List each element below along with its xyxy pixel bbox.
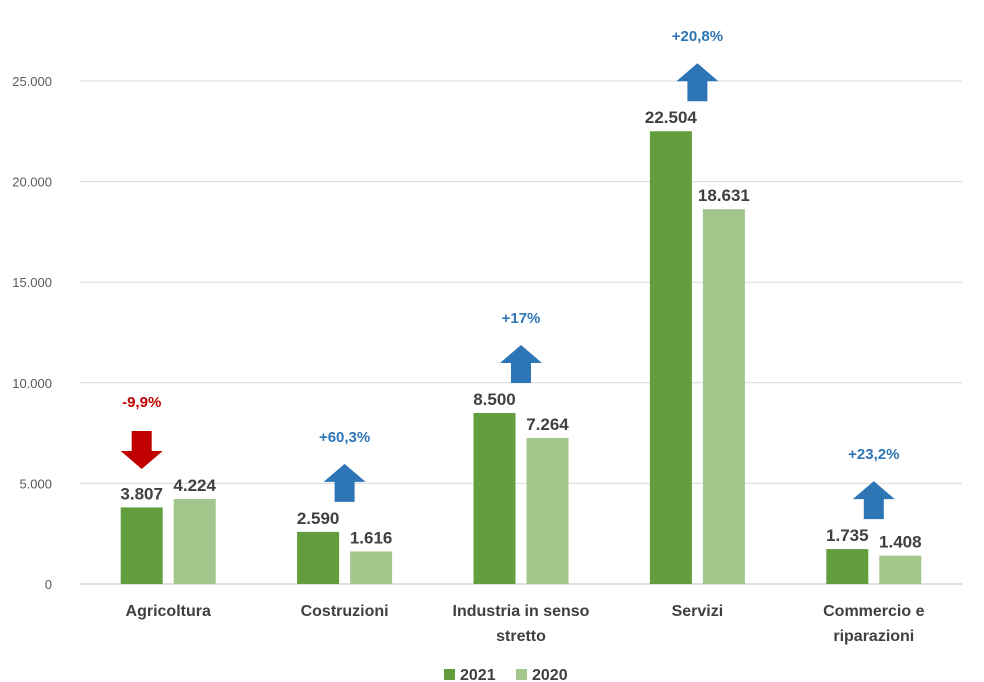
y-axis-ticks: 0 5.000 10.000 15.000 20.000 25.000 <box>12 74 52 592</box>
data-label: 4.224 <box>173 476 216 495</box>
y-tick-label: 5.000 <box>19 476 52 491</box>
percent-change-label: +23,2% <box>848 446 899 463</box>
category-label: riparazioni <box>833 628 914 645</box>
bar-2020 <box>702 209 745 584</box>
category-label: Costruzioni <box>301 603 389 620</box>
arrow-up-icon <box>323 463 366 502</box>
percent-change-label: +17% <box>502 310 541 327</box>
x-axis-categories: Agricoltura Costruzioni Industria in senso… <box>126 603 925 645</box>
bar-2021 <box>473 412 516 584</box>
y-tick-label: 15.000 <box>12 275 52 290</box>
bar-2021 <box>120 507 163 584</box>
data-label: 8.500 <box>473 390 516 409</box>
data-label: 7.264 <box>526 415 569 434</box>
y-tick-label: 25.000 <box>12 74 52 89</box>
data-label: 3.807 <box>120 484 163 503</box>
data-label: 18.631 <box>698 186 750 205</box>
legend-swatch-2021 <box>444 669 455 680</box>
arrow-up-icon <box>852 481 895 520</box>
category-label: Agricoltura <box>126 603 211 620</box>
change-annotations: -9,9% +60,3% +17% +20,8% +23,2% <box>120 28 899 520</box>
arrow-up-icon <box>500 344 542 383</box>
data-labels: 3.807 4.224 2.590 1.616 8.500 7.264 22.504 18.6… <box>120 108 921 551</box>
bar-2021 <box>826 549 869 584</box>
bars <box>120 131 922 584</box>
legend-label: 2020 <box>532 667 568 682</box>
percent-change-label: +20,8% <box>672 28 723 45</box>
category-label: stretto <box>496 628 546 645</box>
arrow-up-icon <box>676 63 719 102</box>
legend-label: 2021 <box>460 667 496 682</box>
bar-2021 <box>297 531 340 584</box>
legend: 2021 2020 <box>444 667 568 682</box>
legend-swatch-2020 <box>516 669 527 680</box>
data-label: 1.408 <box>879 533 922 552</box>
data-label: 1.616 <box>350 528 393 547</box>
y-tick-label: 0 <box>45 577 52 592</box>
data-label: 2.590 <box>297 509 340 528</box>
y-tick-label: 10.000 <box>12 376 52 391</box>
bar-2020 <box>173 499 216 584</box>
data-label: 22.504 <box>645 108 698 127</box>
category-label: Industria in senso <box>453 603 590 620</box>
bar-2020 <box>879 555 922 584</box>
category-label: Commercio e <box>823 603 924 620</box>
bar-2021 <box>649 131 692 584</box>
bar-2020 <box>350 551 393 584</box>
percent-change-label: -9,9% <box>122 394 161 411</box>
category-label: Servizi <box>672 603 724 620</box>
data-label: 1.735 <box>826 526 869 545</box>
arrow-down-icon <box>120 431 163 470</box>
y-tick-label: 20.000 <box>12 175 52 190</box>
bar-2020 <box>526 437 569 584</box>
percent-change-label: +60,3% <box>319 429 370 446</box>
